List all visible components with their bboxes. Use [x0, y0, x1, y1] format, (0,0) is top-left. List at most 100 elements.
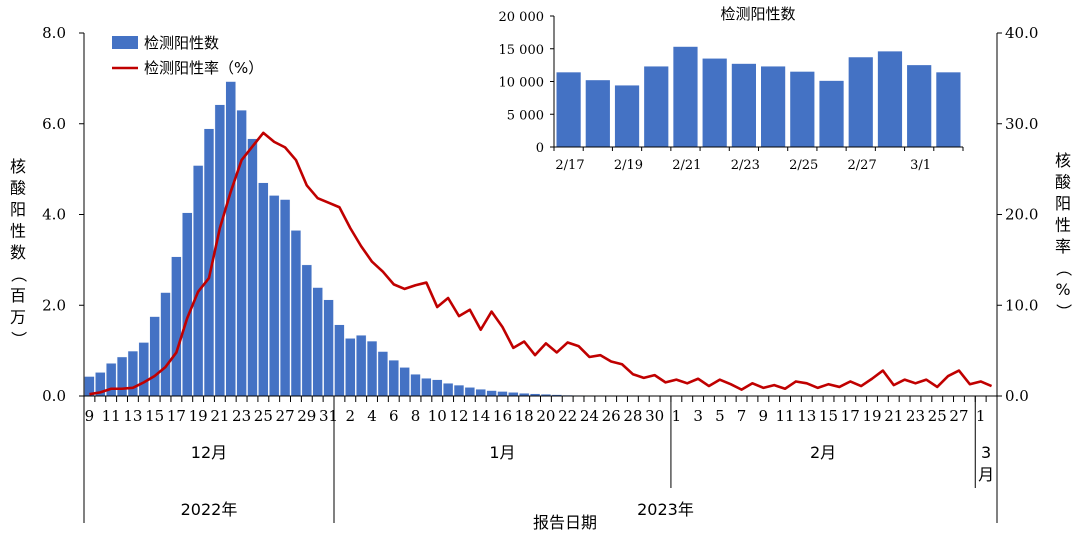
left-y-tick-label: 0.0: [42, 387, 66, 405]
inset-x-tick-label: 2/21: [672, 158, 701, 173]
positive-count-bar: [399, 367, 410, 397]
positive-count-bar: [171, 256, 182, 397]
positive-count-bar: [486, 390, 497, 397]
positive-count-bar: [247, 138, 258, 397]
positive-count-bar: [138, 342, 149, 397]
x-tick-label: 1: [672, 407, 682, 425]
x-tick-label: 23: [906, 407, 925, 425]
x-tick-label: 31: [319, 407, 338, 425]
positive-count-bar: [236, 109, 247, 397]
positive-count-bar: [475, 388, 486, 397]
main-line-group: [89, 131, 993, 396]
month-label: 3: [981, 443, 991, 462]
x-axis-title: 报告日期: [533, 513, 597, 532]
positive-count-bar: [182, 212, 193, 397]
left-y-axis-title-char: 万: [10, 308, 26, 327]
x-tick-label: 19: [189, 407, 208, 425]
positive-count-bar: [497, 391, 508, 397]
inset-x-tick-label: 2/23: [731, 158, 760, 173]
x-tick-label: 21: [884, 407, 903, 425]
x-tick-label: 25: [928, 407, 947, 425]
month-label: 1月: [489, 443, 515, 462]
inset-bar: [936, 72, 961, 147]
inset-x-tick-label: 2/17: [555, 158, 584, 173]
positive-count-bar: [377, 351, 389, 397]
x-tick-label: 8: [411, 407, 421, 425]
year-label: 2022年: [181, 500, 238, 519]
x-tick-label: 6: [389, 407, 399, 425]
left-y-axis-title-char: 数: [10, 243, 26, 262]
inset-bar: [614, 85, 640, 147]
x-tick-label: 17: [841, 407, 860, 425]
inset-bar: [790, 71, 815, 147]
x-tick-label: 2: [346, 407, 356, 425]
left-y-tick-label: 8.0: [42, 24, 66, 42]
inset-y-tick-label: 15 000: [499, 43, 545, 58]
positive-count-bar: [345, 338, 356, 397]
inset-bar: [585, 80, 610, 147]
right-y-axis-title-char: ）: [1054, 303, 1073, 319]
right-y-axis-title-char: （: [1054, 260, 1073, 276]
positive-count-bar: [442, 383, 454, 397]
positive-count-bar: [258, 182, 269, 397]
positive-count-bar: [279, 199, 291, 397]
left-y-tick-label: 4.0: [42, 206, 66, 224]
x-tick-label: 17: [167, 407, 186, 425]
right-y-axis-title-char: 酸: [1055, 173, 1071, 192]
inset-chart-group: 0 5 000 10 000 15 000 20 000 2/17 2/19 2/21 2/23…: [499, 5, 964, 173]
left-y-axis-title-char: 核: [10, 157, 26, 176]
positive-count-bar: [290, 230, 302, 397]
x-tick-label: 29: [297, 407, 316, 425]
x-tick-label: 19: [862, 407, 881, 425]
x-tick-label: 11: [102, 407, 121, 425]
left-y-axis-title-char: 阳: [10, 200, 26, 219]
positive-count-bar: [421, 378, 432, 397]
x-tick-label: 27: [276, 407, 295, 425]
x-tick-label: 20: [536, 407, 555, 425]
inset-x-tick-label: 3/1: [910, 158, 931, 173]
right-y-axis-title-char: 核: [1055, 151, 1071, 170]
inset-bar: [907, 65, 932, 148]
x-tick-label: 15: [819, 407, 838, 425]
x-tick-label: 7: [737, 407, 747, 425]
x-tick-label: 28: [623, 407, 642, 425]
right-y-tick-label: 0.0: [1005, 387, 1029, 405]
x-tick-label: 27: [949, 407, 968, 425]
x-tick-label: 22: [558, 407, 577, 425]
positive-count-bar: [366, 340, 378, 397]
x-tick-label: 30: [645, 407, 664, 425]
inset-x-tick-label: 2/25: [789, 158, 818, 173]
positive-count-bar: [214, 104, 225, 397]
positive-count-bar: [432, 379, 443, 397]
right-y-tick-label: 40.0: [1005, 24, 1038, 42]
inset-x-tick-label: 2/19: [614, 158, 643, 173]
right-y-axis-title-char: 阳: [1055, 194, 1071, 213]
legend-line-label: 检测阳性率（%）: [144, 59, 263, 77]
x-tick-label: 12: [449, 407, 468, 425]
positive-count-bar: [301, 264, 312, 397]
x-tick-label: 11: [776, 407, 795, 425]
positive-count-bar: [334, 324, 345, 397]
inset-x-tick-label: 2/27: [848, 158, 877, 173]
right-y-axis-title-char: %: [1055, 280, 1070, 299]
positive-count-bar: [410, 374, 421, 397]
x-tick-label: 5: [715, 407, 725, 425]
positive-count-bar: [149, 316, 160, 397]
left-y-axis-title-char: 性: [10, 222, 26, 241]
legend-bar-label: 检测阳性数: [144, 34, 219, 52]
x-tick-label: 1: [976, 407, 986, 425]
year-label: 2023年: [637, 500, 694, 519]
inset-bar: [556, 72, 581, 147]
inset-title: 检测阳性数: [720, 5, 795, 23]
left-y-axis-title-char: ）: [9, 331, 28, 347]
x-tick-label: 15: [145, 407, 164, 425]
inset-bar: [761, 66, 786, 147]
main-bars-group: [84, 81, 997, 397]
left-y-axis-title-char: （: [9, 266, 28, 282]
inset-y-tick-label: 20 000: [499, 10, 545, 25]
inset-y-tick-label: 10 000: [499, 76, 545, 91]
positive-count-bar: [225, 81, 236, 397]
left-y-axis-title-char: 百: [10, 286, 26, 305]
x-tick-label: 25: [254, 407, 273, 425]
